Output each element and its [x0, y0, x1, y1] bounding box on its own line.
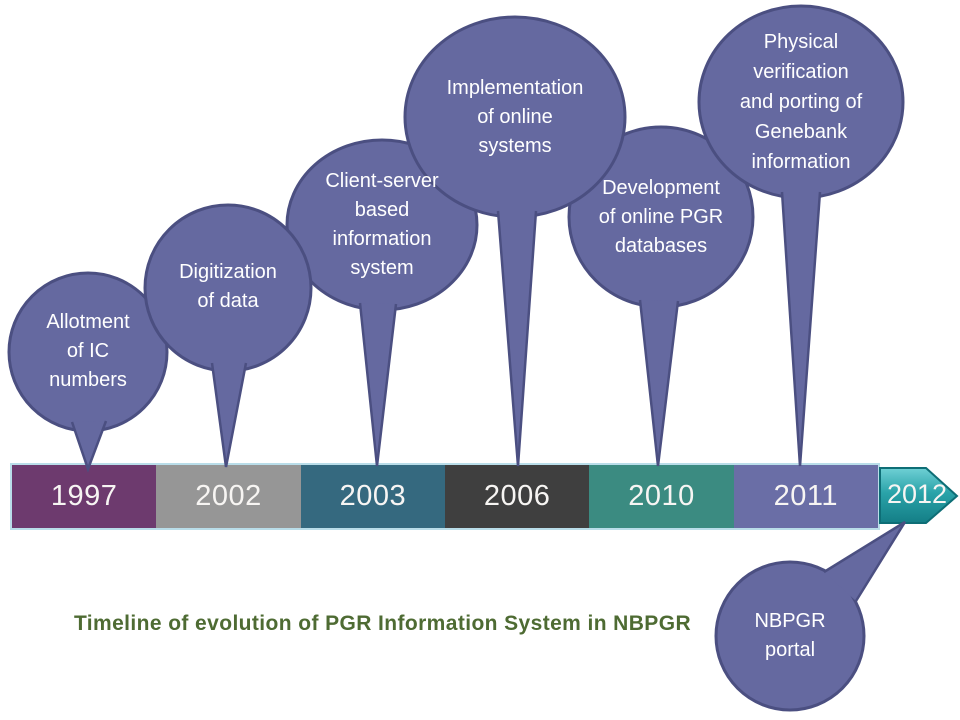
timeline-segment-2010: 2010: [589, 465, 734, 528]
timeline-arrow-year-label: 2012: [886, 478, 948, 509]
balloon-label-nbpgr-portal: NBPGR portal: [754, 610, 826, 661]
balloon-label-physical-verification: Physical verification and porting of Gen…: [739, 31, 863, 173]
timeline-segment-1997: 1997: [12, 465, 157, 528]
timeline-segment-2006: 2006: [444, 465, 590, 528]
balloon-label-allotment-ic-numbers: Allotment of IC numbers: [46, 310, 130, 391]
timeline-segment-2011: 2011: [733, 465, 878, 528]
timeline-bar: 1997 2002 2003 2006 2010 2011: [10, 463, 880, 530]
timeline-segment-2002: 2002: [156, 465, 301, 528]
slide-caption: Timeline of evolution of PGR Information…: [73, 612, 692, 635]
timeline-segment-2003: 2003: [300, 465, 445, 528]
